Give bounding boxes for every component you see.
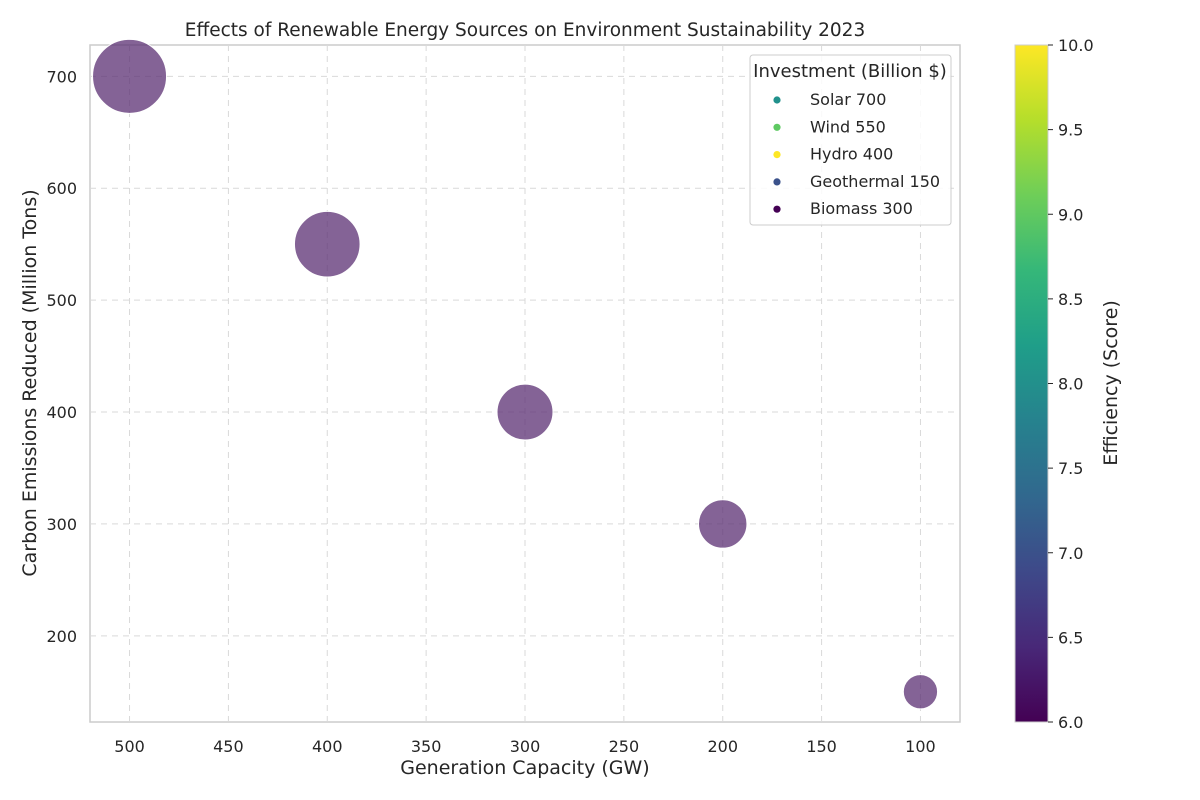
x-tick-label: 150 xyxy=(806,737,837,756)
legend-label: Hydro 400 xyxy=(810,145,893,164)
legend-title: Investment (Billion $) xyxy=(753,61,947,82)
colorbar-tick-label: 8.0 xyxy=(1058,375,1083,394)
legend-label: Biomass 300 xyxy=(810,199,913,218)
y-tick-label: 200 xyxy=(46,627,77,646)
colorbar-gradient xyxy=(1014,44,1049,723)
bubble-point-4 xyxy=(902,674,939,710)
x-axis-label: Generation Capacity (GW) xyxy=(400,757,649,779)
colorbar-tick-label: 9.5 xyxy=(1058,121,1083,140)
colorbar-tick-label: 10.0 xyxy=(1058,36,1094,55)
data-points xyxy=(92,38,939,710)
chart-title: Effects of Renewable Energy Sources on E… xyxy=(185,20,865,41)
colorbar-tick-label: 7.5 xyxy=(1058,459,1083,478)
legend-box xyxy=(749,54,952,226)
x-tick-label: 300 xyxy=(510,737,541,756)
legend-label: Solar 700 xyxy=(810,90,886,109)
x-tick-label: 400 xyxy=(312,737,343,756)
legend-marker xyxy=(773,96,781,104)
colorbar-label: Efficiency (Score) xyxy=(1100,300,1122,466)
colorbar-ticks: 6.0 6.5 7.0 7.5 8.0 8.5 9.0 9.5 10.0 xyxy=(1048,36,1094,732)
legend-marker xyxy=(773,205,781,213)
x-tick-label: 100 xyxy=(905,737,936,756)
x-tick-labels: 500 450 400 350 300 250 200 150 100 xyxy=(114,737,935,756)
bubble-point-1 xyxy=(293,210,361,278)
grid-lines xyxy=(90,45,960,722)
legend-label: Wind 550 xyxy=(810,117,886,136)
legend-marker xyxy=(773,123,781,131)
legend: Investment (Billion $) Solar 700 Wind 550… xyxy=(749,54,952,226)
x-tick-label: 500 xyxy=(114,737,145,756)
y-tick-label: 600 xyxy=(46,179,77,198)
legend-entries: Solar 700 Wind 550 Hydro 400 Geothermal 150… xyxy=(773,90,940,218)
legend-marker xyxy=(773,151,781,159)
y-tick-label: 500 xyxy=(46,291,77,310)
y-tick-labels: 200 300 400 500 600 700 xyxy=(46,67,77,646)
bubble-point-3 xyxy=(698,499,748,549)
colorbar-tick-label: 6.5 xyxy=(1058,628,1083,647)
colorbar-tick-label: 8.5 xyxy=(1058,290,1083,309)
legend-marker xyxy=(773,178,781,186)
x-tick-label: 450 xyxy=(213,737,244,756)
legend-label: Geothermal 150 xyxy=(810,172,940,191)
y-axis-label: Carbon Emissions Reduced (Million Tons) xyxy=(19,189,41,576)
x-tick-label: 200 xyxy=(707,737,738,756)
colorbar-tick-label: 6.0 xyxy=(1058,713,1083,732)
colorbar: 6.0 6.5 7.0 7.5 8.0 8.5 9.0 9.5 10.0 Efficiency … xyxy=(1014,36,1122,732)
colorbar-tick-label: 7.0 xyxy=(1058,544,1083,563)
x-tick-label: 250 xyxy=(609,737,640,756)
bubble-point-2 xyxy=(496,383,554,441)
y-tick-label: 400 xyxy=(46,403,77,422)
y-tick-label: 300 xyxy=(46,515,77,534)
y-tick-label: 700 xyxy=(46,67,77,86)
colorbar-tick-label: 9.0 xyxy=(1058,205,1083,224)
x-tick-label: 350 xyxy=(411,737,442,756)
bubble-point-0 xyxy=(92,38,168,114)
